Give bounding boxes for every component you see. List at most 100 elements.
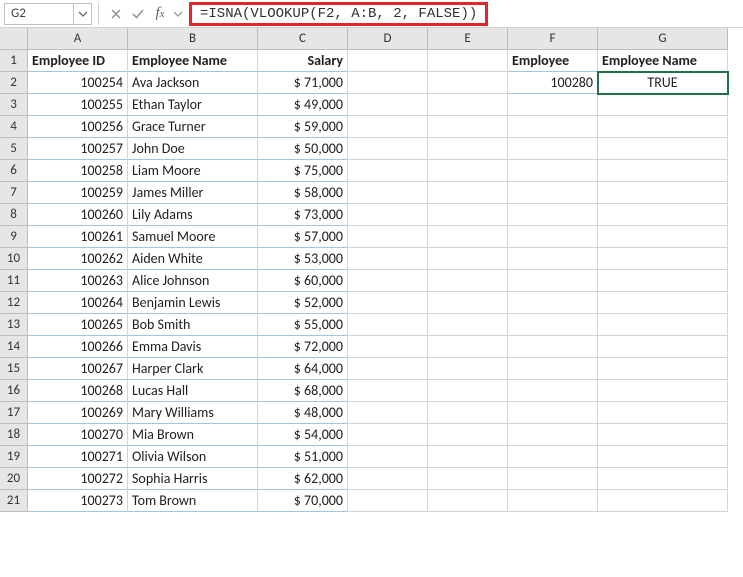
cell[interactable] [428,270,508,292]
cell[interactable] [428,424,508,446]
cell[interactable] [598,94,728,116]
cell[interactable] [348,468,428,490]
cell[interactable] [348,138,428,160]
cell[interactable]: $ 51,000 [258,446,348,468]
row-header[interactable]: 13 [0,314,28,336]
cell[interactable]: Employee ID [28,50,128,72]
cell[interactable] [508,468,598,490]
cell[interactable] [348,226,428,248]
cell[interactable] [348,248,428,270]
cell[interactable]: 100261 [28,226,128,248]
cell[interactable] [508,248,598,270]
cell[interactable]: Mary Williams [128,402,258,424]
cell[interactable]: 100270 [28,424,128,446]
cell[interactable] [348,270,428,292]
cell[interactable] [348,72,428,94]
cell[interactable] [428,94,508,116]
row-header[interactable]: 4 [0,116,28,138]
cell[interactable]: 100272 [28,468,128,490]
cell[interactable] [598,248,728,270]
cell[interactable] [428,358,508,380]
row-header[interactable]: 14 [0,336,28,358]
confirm-formula-button[interactable] [127,3,149,25]
cell[interactable] [428,72,508,94]
cell[interactable] [428,160,508,182]
spreadsheet-grid[interactable]: ABCDEFG1Employee IDEmployee NameSalaryEm… [0,28,743,512]
cell[interactable]: Alice Johnson [128,270,258,292]
row-header[interactable]: 15 [0,358,28,380]
column-header[interactable]: C [258,28,348,50]
cell[interactable]: 100268 [28,380,128,402]
cell[interactable] [598,270,728,292]
column-header[interactable]: D [348,28,428,50]
cell[interactable]: 100257 [28,138,128,160]
column-header[interactable]: F [508,28,598,50]
cell[interactable]: 100259 [28,182,128,204]
cell[interactable] [348,490,428,512]
cell[interactable] [508,490,598,512]
cell[interactable] [598,160,728,182]
cell[interactable] [428,468,508,490]
cell[interactable] [428,50,508,72]
cell[interactable]: $ 60,000 [258,270,348,292]
cell[interactable]: Employee Name [598,50,728,72]
cell[interactable]: Tom Brown [128,490,258,512]
column-header[interactable]: B [128,28,258,50]
cell[interactable]: $ 58,000 [258,182,348,204]
cell[interactable]: 100273 [28,490,128,512]
cell[interactable]: 100280 [508,72,598,94]
formula-dropdown[interactable] [171,3,185,25]
cell[interactable] [508,226,598,248]
cell[interactable]: Lily Adams [128,204,258,226]
cell[interactable]: 100271 [28,446,128,468]
cell[interactable] [508,204,598,226]
cell[interactable] [428,292,508,314]
row-header[interactable]: 10 [0,248,28,270]
cell[interactable]: $ 72,000 [258,336,348,358]
row-header[interactable]: 12 [0,292,28,314]
cell[interactable] [508,182,598,204]
cell[interactable] [348,446,428,468]
cell[interactable]: 100266 [28,336,128,358]
cell[interactable] [508,292,598,314]
cell[interactable] [348,292,428,314]
cell[interactable]: $ 68,000 [258,380,348,402]
cell[interactable]: $ 70,000 [258,490,348,512]
cell[interactable] [428,336,508,358]
cell[interactable]: TRUE [598,72,728,94]
cell[interactable]: 100265 [28,314,128,336]
cell[interactable]: Olivia Wilson [128,446,258,468]
cell[interactable] [508,314,598,336]
cell[interactable]: Ava Jackson [128,72,258,94]
row-header[interactable]: 21 [0,490,28,512]
cell[interactable]: 100258 [28,160,128,182]
cell[interactable] [428,248,508,270]
cell[interactable] [348,160,428,182]
cell[interactable] [508,138,598,160]
cell[interactable]: $ 55,000 [258,314,348,336]
cell[interactable] [348,50,428,72]
cell[interactable] [348,94,428,116]
cell[interactable] [508,446,598,468]
cell[interactable]: $ 59,000 [258,116,348,138]
cell[interactable] [428,402,508,424]
cell[interactable] [508,424,598,446]
cell[interactable] [508,116,598,138]
cell[interactable]: Employee [508,50,598,72]
row-header[interactable]: 1 [0,50,28,72]
column-header[interactable]: E [428,28,508,50]
name-box[interactable]: G2 [4,3,74,25]
cell[interactable] [428,226,508,248]
row-header[interactable]: 18 [0,424,28,446]
row-header[interactable]: 17 [0,402,28,424]
row-header[interactable]: 11 [0,270,28,292]
cell[interactable] [428,182,508,204]
cell[interactable] [428,446,508,468]
cell[interactable] [428,204,508,226]
cell[interactable] [508,160,598,182]
cell[interactable] [508,402,598,424]
cell[interactable] [348,380,428,402]
cell[interactable]: 100267 [28,358,128,380]
formula-input-wrap[interactable]: =ISNA(VLOOKUP(F2, A:B, 2, FALSE)) [185,2,739,26]
cell[interactable]: $ 64,000 [258,358,348,380]
